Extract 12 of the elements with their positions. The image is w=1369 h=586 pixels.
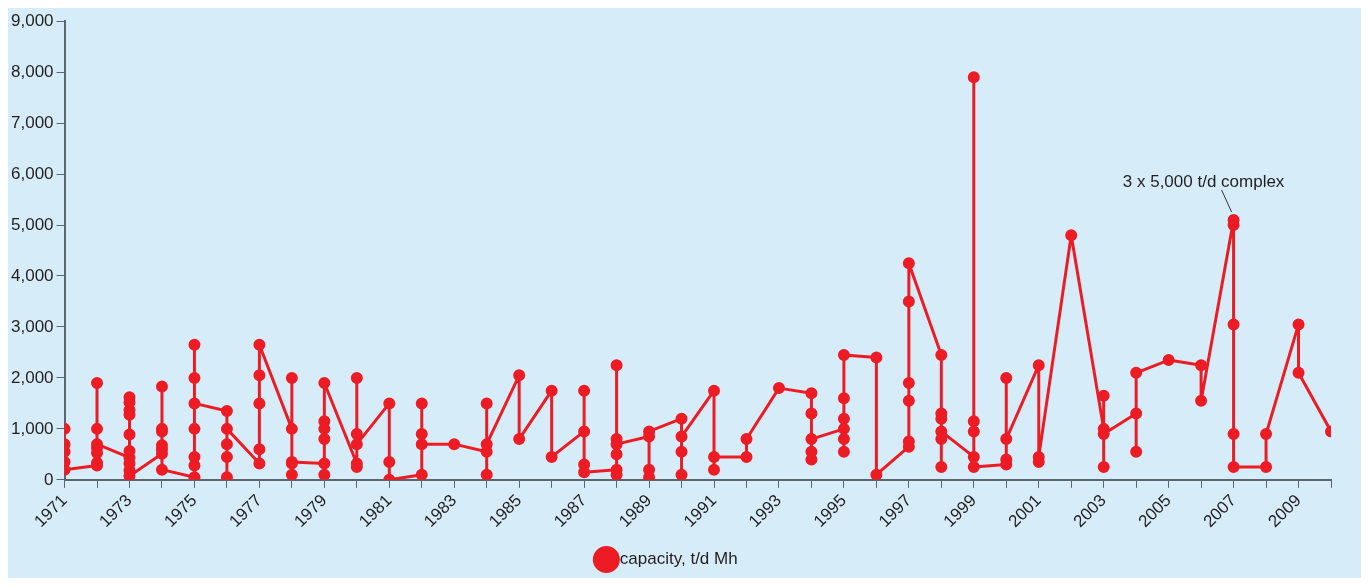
y-tick-label: 0 — [44, 469, 54, 489]
annotation: 3 x 5,000 t/d complex — [1122, 171, 1285, 191]
y-tick-label: 7,000 — [10, 112, 54, 132]
y-tick-label: 3,000 — [10, 316, 54, 336]
y-tick-label: 1,000 — [10, 418, 54, 438]
y-tick-label: 5,000 — [10, 214, 54, 234]
y-tick-label: 4,000 — [10, 265, 54, 285]
legend-label: capacity, t/d Mh — [619, 549, 738, 569]
y-tick-label: 6,000 — [10, 163, 54, 183]
y-tick-label: 8,000 — [10, 61, 54, 81]
y-tick-label: 2,000 — [10, 367, 54, 387]
y-tick-label: 9,000 — [10, 10, 54, 30]
